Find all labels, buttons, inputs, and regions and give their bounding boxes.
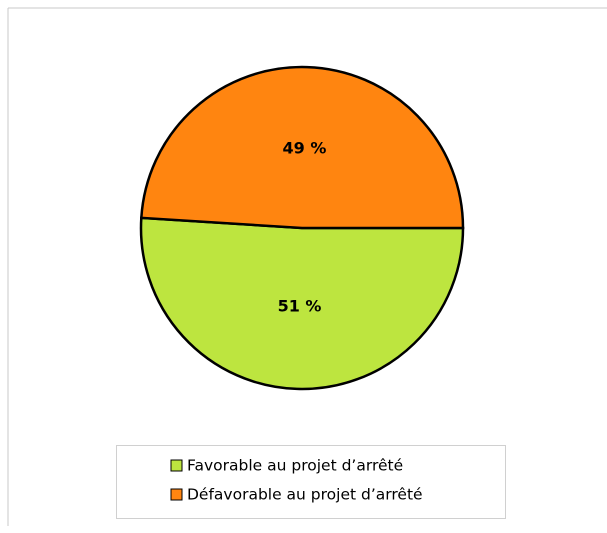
- legend-swatch: [170, 459, 183, 472]
- legend-label: Défavorable au projet d’arrêté: [187, 486, 423, 504]
- slice-label: 49 %: [283, 139, 327, 158]
- legend-box: [116, 445, 506, 519]
- slice-label: 51 %: [278, 296, 322, 315]
- legend-label: Favorable au projet d’arrêté: [187, 457, 403, 475]
- pie-slice: [139, 216, 465, 391]
- legend-swatch: [170, 488, 183, 501]
- pie-slice: [139, 65, 465, 230]
